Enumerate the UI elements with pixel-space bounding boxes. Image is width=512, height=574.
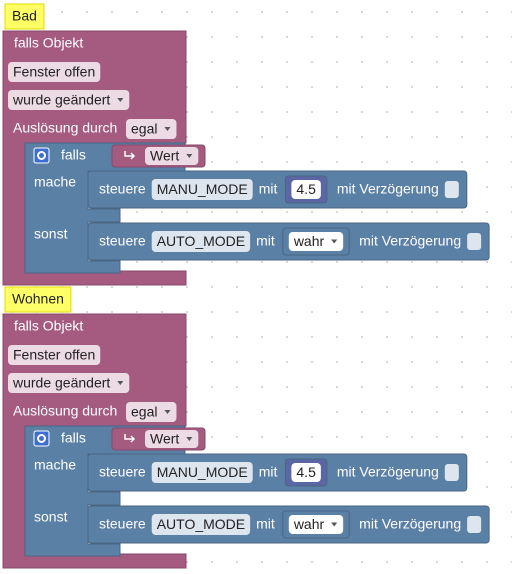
condition-dropdown-box[interactable] [8, 90, 130, 110]
comment-label: Wohnen [12, 291, 64, 307]
gear-icon[interactable] [33, 147, 50, 164]
variable-icon [124, 151, 136, 160]
action-label: steuere [99, 181, 146, 197]
variable-dropdown-box[interactable] [145, 147, 199, 165]
comment-box [4, 3, 45, 30]
delay-checkbox[interactable] [467, 233, 482, 250]
value-dropdown-box[interactable] [288, 232, 344, 251]
gear-icon-center [37, 434, 46, 443]
object-field: Fenster offen [13, 347, 95, 363]
variable-dropdown-box[interactable] [145, 430, 199, 448]
delay-checkbox[interactable] [444, 464, 459, 481]
delay-label: mit Verzögerung [359, 233, 461, 249]
dropdown-arrow [164, 410, 171, 414]
number-field: 4.5 [296, 181, 316, 197]
dropdown-arrow [331, 522, 338, 527]
dropdown-arrow [164, 127, 171, 131]
number-field-box[interactable] [291, 180, 321, 199]
value-dropdown-box[interactable] [288, 515, 344, 534]
then-label: mache [34, 174, 76, 190]
state-field: MANU_MODE [157, 181, 248, 197]
variable-icon [124, 434, 136, 443]
state-field: MANU_MODE [157, 464, 248, 480]
delay-label: mit Verzögerung [337, 464, 439, 480]
object-field: Fenster offen [13, 64, 95, 80]
with-label: mit [259, 464, 278, 480]
dropdown-arrow [117, 381, 124, 385]
state-field-box[interactable] [151, 462, 253, 483]
if-keyword: falls [61, 147, 86, 163]
delay-label: mit Verzögerung [337, 181, 439, 197]
source-dropdown: egal [131, 404, 157, 420]
value-dropdown: wahr [293, 516, 325, 532]
delay-label: mit Verzögerung [359, 516, 461, 532]
else-label: sonst [34, 226, 68, 242]
source-dropdown: egal [131, 121, 157, 137]
variable-dropdown: Wert [150, 431, 179, 447]
number-field: 4.5 [296, 464, 316, 480]
event-title: falls Objekt [14, 35, 83, 51]
state-field-box[interactable] [151, 179, 253, 200]
state-field: AUTO_MODE [157, 516, 245, 532]
with-label: mit [259, 181, 278, 197]
with-label: mit [256, 516, 275, 532]
condition-dropdown-box[interactable] [8, 373, 130, 393]
delay-checkbox[interactable] [444, 181, 459, 198]
comment-box [4, 286, 72, 313]
then-label: mache [34, 457, 76, 473]
comment-label: Bad [12, 8, 37, 24]
dropdown-arrow [331, 239, 338, 244]
dropdown-arrow [186, 154, 193, 158]
action-label: steuere [99, 516, 146, 532]
with-label: mit [256, 233, 275, 249]
source-label: Auslösung durch [13, 403, 117, 419]
condition-dropdown: wurde geändert [12, 375, 110, 391]
number-field-box[interactable] [291, 463, 321, 482]
gear-icon-center [37, 151, 46, 160]
value-dropdown: wahr [293, 233, 325, 249]
variable-dropdown: Wert [150, 148, 179, 164]
gear-icon[interactable] [33, 430, 50, 447]
state-field-box[interactable] [151, 231, 251, 252]
source-dropdown-box[interactable] [126, 119, 177, 139]
state-field: AUTO_MODE [157, 233, 245, 249]
dropdown-arrow [117, 98, 124, 102]
if-keyword: falls [61, 430, 86, 446]
blocks: Bad falls Objekt Fenster offen wurde geände… [2, 3, 490, 569]
object-field-box[interactable] [8, 345, 101, 365]
source-label: Auslösung durch [13, 120, 117, 136]
state-field-box[interactable] [151, 514, 251, 535]
dropdown-arrow [186, 437, 193, 441]
action-label: steuere [99, 233, 146, 249]
else-label: sonst [34, 509, 68, 525]
condition-dropdown: wurde geändert [12, 92, 110, 108]
event-title: falls Objekt [14, 318, 83, 334]
source-dropdown-box[interactable] [126, 402, 177, 422]
object-field-box[interactable] [8, 62, 101, 82]
action-label: steuere [99, 464, 146, 480]
delay-checkbox[interactable] [467, 516, 482, 533]
